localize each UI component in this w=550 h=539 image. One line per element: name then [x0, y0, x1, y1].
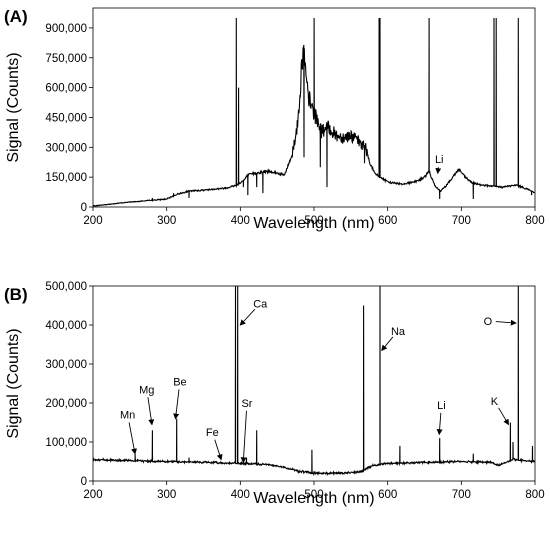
panel-b: 200 300 400 500 600 700 800 0 100,000 200,000 300,… — [4, 281, 545, 507]
y-tick-label: 100,000 — [45, 437, 87, 449]
annotation-arrow — [147, 397, 155, 426]
element-label: Sr — [241, 398, 252, 410]
element-label: Li — [435, 154, 444, 166]
annotation-arrow — [239, 309, 256, 326]
x-axis-label: Wavelength (nm) — [253, 490, 374, 507]
panel-a: 200 300 400 500 600 700 800 0 150,000 300,000 450,… — [4, 7, 545, 232]
annotation-arrow — [173, 389, 180, 420]
x-tick-label: 300 — [157, 489, 176, 501]
x-axis-label: Wavelength (nm) — [253, 215, 374, 232]
x-tick-label: 500 — [304, 489, 323, 501]
y-tick-label: 750,000 — [45, 53, 87, 65]
annotation-arrow — [214, 439, 223, 461]
x-tick-label: 500 — [304, 215, 323, 227]
y-tick-label: 400,000 — [45, 320, 87, 332]
y-tick-label: 0 — [81, 476, 87, 488]
y-tick-label: 450,000 — [45, 112, 87, 124]
annotation-arrow — [435, 167, 442, 175]
y-tick-label: 200,000 — [45, 398, 87, 410]
x-tick-label: 200 — [83, 489, 102, 501]
x-tick-label: 700 — [452, 215, 471, 227]
x-tick-label: 400 — [231, 215, 250, 227]
element-label: Na — [391, 326, 406, 338]
panel-label: (B) — [4, 285, 28, 304]
x-tick-label: 200 — [83, 215, 102, 227]
element-label: Mg — [139, 384, 154, 396]
y-tick-label: 150,000 — [45, 172, 87, 184]
x-tick-label: 700 — [452, 489, 471, 501]
x-tick-label: 800 — [525, 489, 544, 501]
x-tick-label: 800 — [525, 215, 544, 227]
annotation-arrow — [495, 319, 517, 326]
y-tick-label: 300,000 — [45, 359, 87, 371]
y-tick-label: 900,000 — [45, 23, 87, 35]
x-tick-label: 400 — [231, 489, 250, 501]
panel-label: (A) — [4, 7, 28, 26]
y-tick-label: 600,000 — [45, 83, 87, 95]
y-axis-label: Signal (Counts) — [5, 52, 22, 162]
element-label: Fe — [206, 427, 219, 439]
y-tick-label: 500,000 — [45, 281, 87, 293]
x-tick-label: 600 — [378, 215, 397, 227]
element-label: O — [484, 316, 493, 328]
element-label: K — [491, 396, 499, 408]
element-label: Mn — [120, 410, 135, 422]
plot-frame — [92, 285, 536, 482]
y-tick-label: 0 — [81, 202, 87, 214]
annotation-arrow — [436, 412, 443, 436]
element-label: Be — [173, 376, 186, 388]
annotation-arrow — [498, 407, 509, 426]
element-label: Ca — [253, 298, 268, 310]
y-axis-label: Signal (Counts) — [5, 328, 22, 438]
element-label: Li — [437, 400, 446, 412]
annotation-arrow — [128, 422, 138, 455]
spectrum-trace — [93, 17, 535, 207]
y-tick-label: 300,000 — [45, 142, 87, 154]
x-tick-label: 300 — [157, 215, 176, 227]
annotation-arrow — [381, 336, 394, 352]
spectrum-trace — [93, 286, 535, 477]
annotation-arrow — [240, 410, 247, 464]
x-tick-label: 600 — [378, 489, 397, 501]
